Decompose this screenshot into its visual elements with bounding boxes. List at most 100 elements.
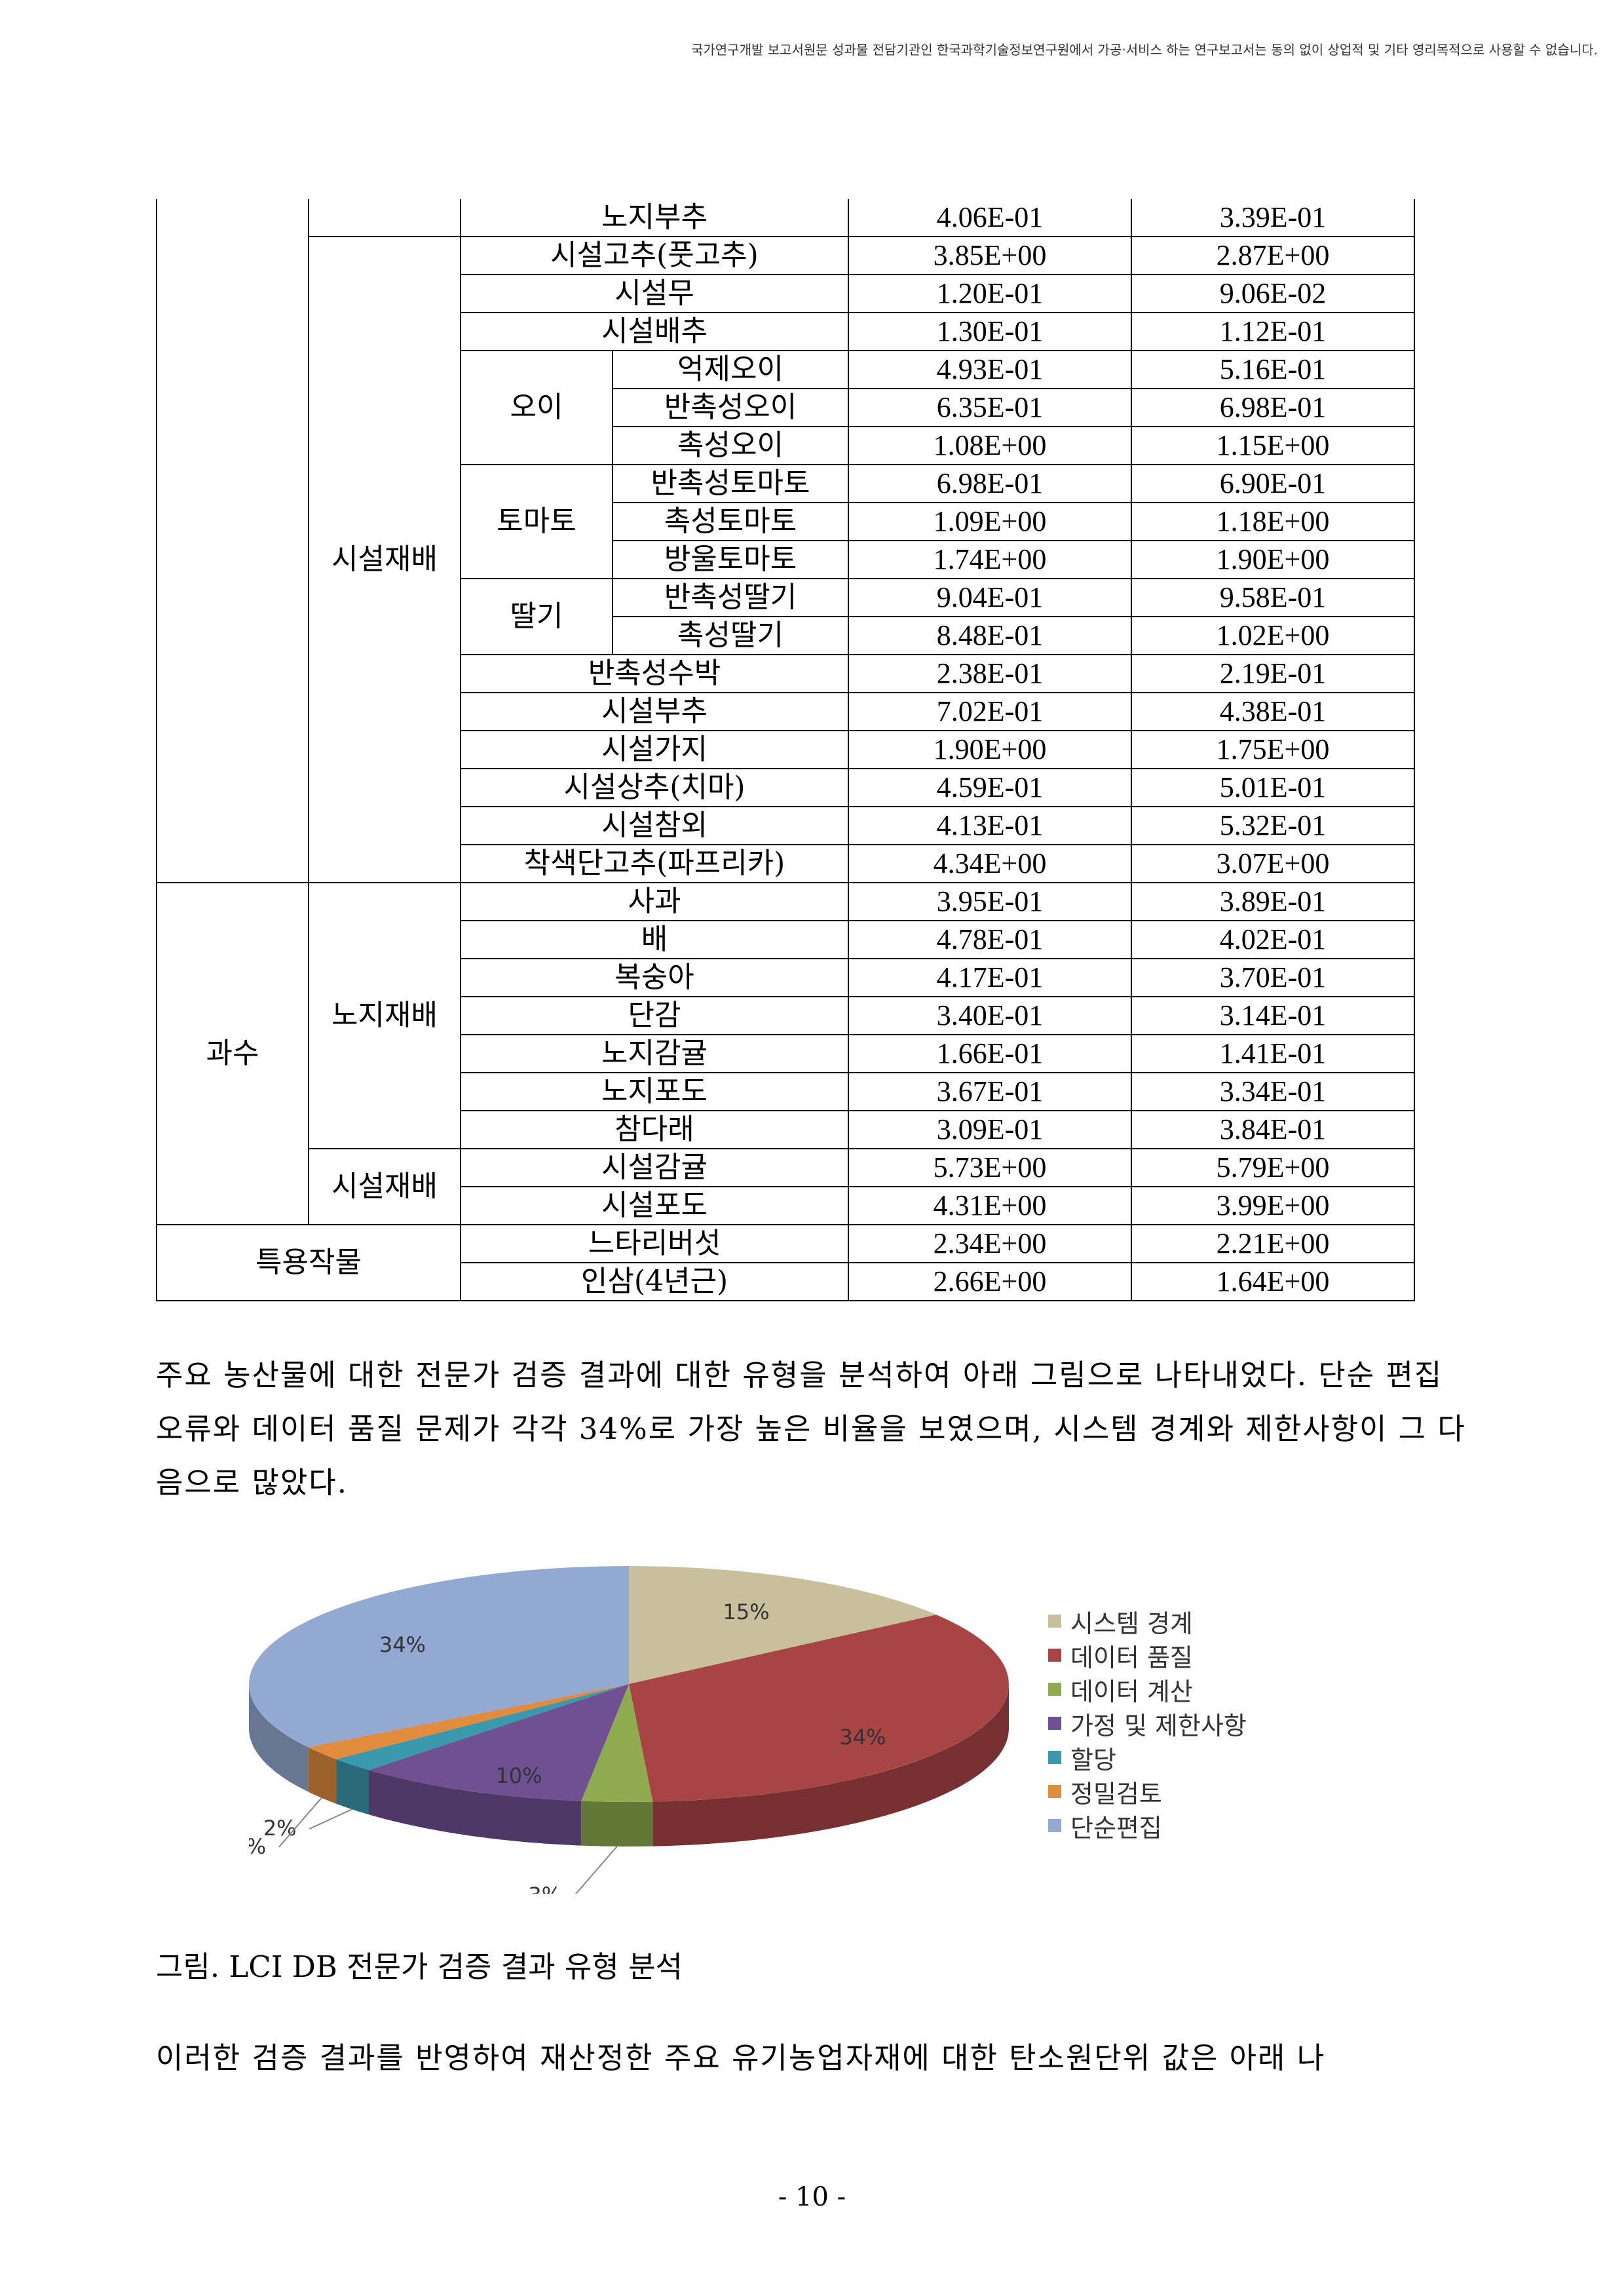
crop-name: 노지감귤 — [460, 1034, 849, 1073]
legend-swatch — [1048, 1615, 1061, 1628]
table-row: 촉성오이 1.08E+00 1.15E+00 — [157, 426, 1415, 465]
legend-swatch — [1048, 1785, 1061, 1798]
table-row: 참다래 3.09E-01 3.84E-01 — [157, 1110, 1415, 1149]
pie-data-label: 10% — [496, 1763, 542, 1788]
table-row: 노지부추 4.06E-01 3.39E-01 — [156, 199, 1415, 237]
table-row: 과수 노지재배 사과 3.95E-01 3.89E-01 — [156, 882, 1415, 1225]
table-row: 시설포도 4.31E+00 3.99E+00 — [157, 1186, 1415, 1225]
table-row: 노지포도 3.67E-01 3.34E-01 — [157, 1072, 1415, 1111]
legend-label: 가정 및 제한사항 — [1070, 1711, 1247, 1740]
table-row: 반촉성오이 6.35E-01 6.98E-01 — [157, 388, 1415, 427]
crop-name: 촉성오이 — [612, 426, 849, 465]
crop-name: 복숭아 — [460, 958, 849, 997]
pie-data-label: 3% — [528, 1883, 561, 1894]
crop-name: 착색단고추(파프리카) — [460, 844, 849, 883]
crop-name: 느타리버섯 — [460, 1224, 849, 1263]
table-row: 배 4.78E-01 4.02E-01 — [157, 920, 1415, 959]
pie-slice-3 — [581, 1684, 653, 1802]
legend-swatch — [1048, 1649, 1061, 1662]
table-row: 시설가지 1.90E+00 1.75E+00 — [157, 730, 1415, 769]
crop-name: 방울토마토 — [612, 540, 849, 579]
table-row: 시설재배 시설고추(풋고추) 3.85E+00 2.87E+00 — [156, 236, 1415, 883]
pie-data-label: 34% — [839, 1725, 886, 1750]
crop-name: 반촉성오이 — [612, 388, 849, 427]
legend-swatch — [1048, 1751, 1061, 1764]
crop-name: 촉성딸기 — [612, 616, 849, 655]
table-row: 촉성토마토 1.09E+00 1.18E+00 — [157, 502, 1415, 541]
pie-data-label: 15% — [723, 1599, 770, 1624]
pie-slice-side — [581, 1801, 653, 1846]
crop-name: 시설부추 — [460, 692, 849, 731]
crop-name: 시설포도 — [460, 1186, 849, 1225]
body-paragraph-2: 이러한 검증 결과를 반영하여 재산정한 주요 유기농업자재에 대한 탄소원단위… — [156, 2040, 1326, 2075]
crop-name: 참다래 — [460, 1110, 849, 1149]
crop-name: 시설상추(치마) — [460, 768, 849, 807]
page-number: - 10 - — [778, 2182, 846, 2212]
crop-name: 시설참외 — [460, 806, 849, 845]
legend-item: 시스템 경계 — [1048, 1604, 1247, 1638]
crop-name: 단감 — [460, 996, 849, 1035]
legend-item: 단순편집 — [1048, 1808, 1247, 1843]
group-label-fruit-open: 노지재배 — [308, 882, 461, 1149]
pie-chart: 15% 34% 3% 10% 2%2% 34% — [249, 1566, 1009, 1894]
legend-item: 가정 및 제한사항 — [1048, 1706, 1247, 1740]
pie-slice-side — [308, 1747, 337, 1804]
legend-label: 데이터 계산 — [1070, 1677, 1193, 1706]
crop-name: 노지포도 — [460, 1072, 849, 1111]
legend-item: 할당 — [1048, 1740, 1247, 1774]
crop-name: 인삼(4년근) — [460, 1262, 849, 1301]
pie-slice-side — [652, 1684, 1009, 1846]
crop-name: 사과 — [460, 882, 849, 921]
table-row: 시설무 1.20E-01 9.06E-02 — [157, 274, 1415, 313]
pie-slice-side — [336, 1759, 369, 1815]
pie-data-label: 34% — [379, 1632, 426, 1657]
legend-label: 정밀검토 — [1070, 1779, 1162, 1808]
table-row: 단감 3.40E-01 3.14E-01 — [157, 996, 1415, 1035]
legend-label: 시스템 경계 — [1070, 1609, 1193, 1638]
group-label-tomato: 토마토 — [460, 464, 613, 579]
pie-slice-6 — [308, 1684, 629, 1759]
crop-name: 배 — [460, 920, 849, 959]
crop-name: 시설고추(풋고추) — [460, 236, 849, 275]
legend-label: 데이터 품질 — [1070, 1643, 1193, 1672]
pie-leader-line — [278, 1797, 322, 1848]
table-row: 시설배추 1.30E-01 1.12E-01 — [157, 312, 1415, 351]
crop-name: 반촉성토마토 — [612, 464, 849, 503]
legend-label: 단순편집 — [1070, 1813, 1162, 1843]
crop-name: 시설감귤 — [460, 1148, 849, 1187]
group-label-fruit-greenhouse: 시설재배 — [308, 1148, 461, 1225]
crop-name: 반촉성수박 — [460, 654, 849, 693]
pie-slice-side — [249, 1684, 309, 1792]
table-row: 복숭아 4.17E-01 3.70E-01 — [157, 958, 1415, 997]
copyright-notice: 국가연구개발 보고서원문 성과물 전담기관인 한국과학기술정보연구원에서 가공·… — [690, 42, 1598, 58]
table-row: 딸기 반촉성딸기 9.04E-01 9.58E-01 — [157, 578, 1415, 655]
legend-item: 정밀검토 — [1048, 1774, 1247, 1808]
figure-caption: 그림. LCI DB 전문가 검증 결과 유형 분석 — [156, 1949, 683, 1984]
legend-swatch — [1048, 1819, 1061, 1832]
group-label-strawberry: 딸기 — [460, 578, 613, 655]
table-row: 시설참외 4.13E-01 5.32E-01 — [157, 806, 1415, 845]
table-row: 반촉성수박 2.38E-01 2.19E-01 — [157, 654, 1415, 693]
table-row: 시설부추 7.02E-01 4.38E-01 — [157, 692, 1415, 731]
crop-name: 시설가지 — [460, 730, 849, 769]
crop-name: 억제오이 — [612, 350, 849, 389]
table-row: 촉성딸기 8.48E-01 1.02E+00 — [157, 616, 1415, 655]
crop-name: 노지부추 — [460, 199, 849, 237]
pie-leader-line — [575, 1846, 618, 1894]
legend-swatch — [1048, 1717, 1061, 1730]
pie-data-label: 2% — [249, 1834, 266, 1859]
table-row: 노지감귤 1.66E-01 1.41E-01 — [157, 1034, 1415, 1073]
pie-leader-line — [309, 1808, 352, 1830]
pie-slice-7 — [249, 1566, 629, 1748]
pie-slice-2 — [629, 1615, 1009, 1802]
crop-name: 촉성토마토 — [612, 502, 849, 541]
group-label-fruit: 과수 — [156, 882, 309, 1225]
crop-name: 시설배추 — [460, 312, 849, 351]
pie-slice-side — [369, 1770, 582, 1846]
carbon-factor-table: 노지부추 4.06E-01 3.39E-01 시설재배 시설고추(풋고추) 3.… — [156, 199, 1415, 1301]
legend-swatch — [1048, 1683, 1061, 1696]
table-row: 시설상추(치마) 4.59E-01 5.01E-01 — [157, 768, 1415, 807]
crop-name: 반촉성딸기 — [612, 578, 849, 617]
legend-item: 데이터 품질 — [1048, 1638, 1247, 1672]
